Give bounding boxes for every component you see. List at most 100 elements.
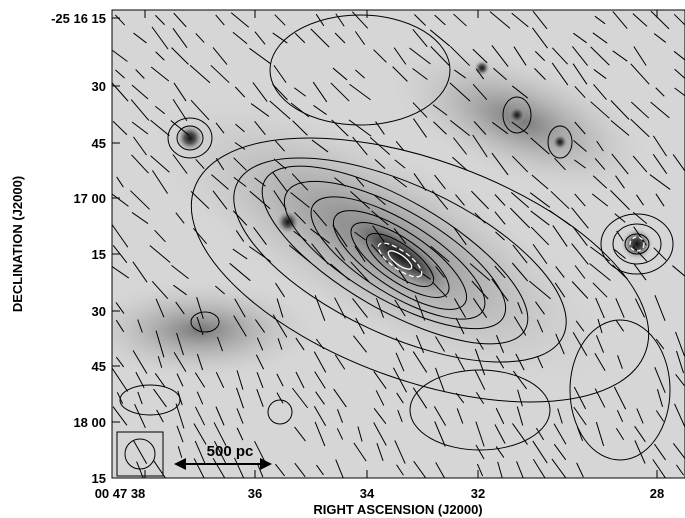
contours xyxy=(119,14,674,461)
y-tick-label: 45 xyxy=(92,136,106,151)
vector xyxy=(375,390,385,406)
vector xyxy=(612,11,628,29)
vector xyxy=(355,177,365,187)
vector xyxy=(395,140,405,152)
y-tick-label: 17 00 xyxy=(73,191,106,206)
vector xyxy=(675,331,685,357)
vector xyxy=(253,227,267,245)
vector xyxy=(314,421,326,447)
vector xyxy=(553,423,567,445)
vector xyxy=(355,69,365,79)
vector xyxy=(550,190,570,210)
vector xyxy=(472,48,488,64)
vector xyxy=(534,68,546,80)
vector xyxy=(654,366,666,394)
vector xyxy=(352,335,368,353)
vector xyxy=(194,440,206,464)
vector xyxy=(529,192,551,208)
vector xyxy=(536,355,544,369)
vector xyxy=(334,354,346,370)
vector xyxy=(497,461,503,478)
vector xyxy=(376,443,384,461)
vector xyxy=(310,28,330,48)
vector xyxy=(332,67,348,81)
vector xyxy=(190,99,210,121)
vector xyxy=(636,194,644,206)
vector xyxy=(590,101,610,119)
vector xyxy=(456,408,464,424)
polarization-vectors xyxy=(112,10,685,478)
y-tick-label: 15 xyxy=(92,247,106,262)
vector xyxy=(132,261,148,283)
vector xyxy=(593,69,607,79)
vector xyxy=(294,462,306,478)
vector xyxy=(615,175,625,189)
vector xyxy=(153,460,167,478)
vector xyxy=(293,87,307,97)
vector xyxy=(350,190,370,210)
x-tick-label: 28 xyxy=(650,486,664,501)
vector xyxy=(532,440,548,464)
vector xyxy=(155,298,165,318)
vector xyxy=(555,266,565,278)
vector xyxy=(576,426,584,442)
vector xyxy=(235,387,245,409)
vector xyxy=(233,157,247,171)
vector xyxy=(433,121,447,135)
vector xyxy=(611,153,629,175)
vector xyxy=(195,33,205,43)
vector xyxy=(412,351,428,373)
vector xyxy=(151,280,169,300)
vector xyxy=(131,211,149,225)
vector xyxy=(153,388,167,408)
vector xyxy=(272,32,288,44)
vector xyxy=(394,299,406,317)
vector xyxy=(471,280,489,300)
vector xyxy=(177,390,183,406)
vector xyxy=(572,331,588,357)
vector xyxy=(432,104,448,116)
vector xyxy=(536,319,544,333)
vector xyxy=(495,335,505,353)
vector xyxy=(491,152,509,176)
vector xyxy=(649,174,671,190)
vector xyxy=(650,10,670,30)
vector xyxy=(291,173,309,191)
vector xyxy=(294,426,306,442)
vector xyxy=(593,84,607,100)
vector xyxy=(532,27,548,49)
vector xyxy=(472,134,488,158)
vector xyxy=(195,158,205,170)
vector xyxy=(495,355,505,369)
vector xyxy=(236,408,244,424)
vector xyxy=(112,406,128,426)
scale-label: 500 pc xyxy=(207,443,254,460)
vector xyxy=(452,156,468,172)
beam xyxy=(116,431,164,477)
vector xyxy=(294,32,306,44)
vector xyxy=(133,136,147,156)
vector xyxy=(232,31,248,45)
vector xyxy=(173,82,187,102)
vector xyxy=(190,191,210,209)
vector xyxy=(594,157,606,171)
scale-bar: 500 pc xyxy=(174,443,272,470)
vector xyxy=(632,212,648,224)
vector xyxy=(310,228,330,244)
vector xyxy=(215,371,225,389)
vector xyxy=(435,266,445,278)
vector xyxy=(170,120,190,136)
vector xyxy=(652,154,668,174)
vector xyxy=(391,260,409,284)
vector xyxy=(156,409,164,423)
vector xyxy=(494,265,506,279)
vector xyxy=(512,370,528,390)
vector xyxy=(189,64,211,84)
vector xyxy=(552,225,568,247)
vector xyxy=(636,408,644,424)
vector xyxy=(212,47,228,65)
vector xyxy=(511,12,529,28)
vector xyxy=(455,317,465,335)
vector xyxy=(149,245,171,263)
vector xyxy=(112,193,129,207)
